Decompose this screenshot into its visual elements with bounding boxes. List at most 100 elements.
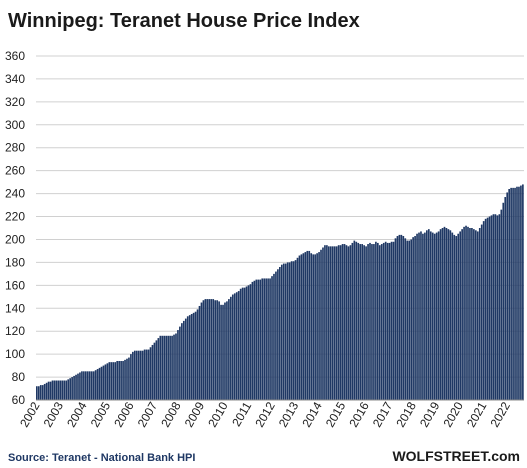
bar — [418, 232, 420, 400]
bar — [380, 244, 383, 400]
bar — [504, 197, 507, 400]
bar — [341, 244, 344, 400]
bar — [475, 230, 477, 400]
bar — [357, 242, 360, 400]
bar — [320, 249, 322, 400]
bar — [345, 245, 348, 400]
bar — [455, 236, 458, 400]
bar — [92, 371, 95, 400]
bar — [218, 301, 220, 400]
bar — [110, 362, 113, 400]
y-tick-label: 140 — [5, 301, 25, 315]
x-tick-label: 2021 — [464, 399, 490, 429]
bar — [108, 362, 111, 400]
bar — [247, 285, 250, 400]
bar — [463, 226, 465, 400]
bar — [282, 263, 285, 400]
bar — [476, 231, 479, 400]
bar — [294, 260, 297, 400]
bar — [492, 214, 495, 400]
bar — [235, 292, 238, 400]
bar — [271, 276, 273, 400]
bar — [208, 299, 211, 400]
bar — [288, 262, 291, 400]
bar — [120, 361, 122, 400]
bar — [190, 314, 193, 400]
bar — [318, 252, 320, 400]
bar — [333, 246, 336, 400]
bar — [214, 300, 217, 400]
bar — [351, 242, 354, 400]
bar — [396, 236, 399, 400]
bar — [139, 350, 142, 400]
bar — [335, 246, 338, 400]
bar — [388, 242, 391, 400]
bar — [478, 228, 481, 400]
bar — [390, 241, 393, 400]
y-tick-label: 220 — [5, 210, 25, 224]
bar — [75, 374, 77, 400]
x-tick-label: 2017 — [370, 399, 396, 429]
bar — [112, 362, 115, 400]
y-tick-label: 60 — [12, 393, 26, 407]
bar — [467, 226, 469, 400]
bar — [186, 316, 189, 400]
y-tick-label: 100 — [5, 347, 25, 361]
x-tick-label: 2018 — [393, 399, 419, 429]
x-tick-label: 2006 — [111, 399, 137, 429]
bar — [124, 359, 126, 400]
bar — [88, 371, 91, 400]
bar — [277, 269, 279, 400]
bar — [196, 309, 199, 400]
bar — [284, 263, 287, 400]
bar — [153, 342, 156, 400]
bar — [49, 381, 52, 400]
bar — [488, 216, 491, 400]
bar — [137, 350, 140, 400]
bar — [337, 245, 340, 400]
bar — [518, 186, 520, 400]
bar — [347, 246, 350, 400]
bar — [398, 234, 401, 400]
bar — [226, 301, 228, 400]
y-tick-label: 340 — [5, 72, 25, 86]
bar — [163, 335, 166, 400]
bar — [216, 300, 218, 400]
y-tick-label: 360 — [5, 49, 25, 63]
bar — [67, 379, 70, 400]
bar — [426, 230, 428, 400]
bar — [151, 344, 154, 400]
bar — [210, 299, 213, 400]
bar — [292, 261, 295, 400]
bars — [36, 184, 524, 400]
bar — [41, 385, 44, 400]
x-tick-label: 2008 — [158, 399, 184, 429]
bar — [47, 381, 50, 400]
bar — [402, 236, 405, 400]
bar — [265, 278, 267, 400]
bar — [386, 242, 389, 400]
bar — [267, 278, 269, 400]
bar — [412, 237, 414, 400]
x-tick-label: 2010 — [205, 399, 231, 429]
bar — [353, 240, 356, 400]
bar — [382, 242, 385, 400]
bar — [200, 302, 203, 400]
bar — [257, 279, 260, 400]
x-tick-label: 2015 — [323, 399, 349, 429]
bar — [53, 380, 56, 400]
x-tick-label: 2005 — [88, 399, 114, 429]
bar — [161, 335, 164, 400]
bar — [106, 363, 109, 400]
bar — [39, 385, 42, 400]
bar — [490, 215, 493, 400]
x-tick-label: 2009 — [182, 399, 208, 429]
bar — [394, 238, 397, 400]
bar — [365, 246, 367, 400]
x-axis-ticks: 2002200320042005200620072008200920102011… — [17, 399, 513, 429]
bar — [239, 288, 242, 400]
x-tick-label: 2003 — [41, 399, 67, 429]
bar — [429, 231, 432, 400]
bar — [369, 242, 371, 400]
y-axis-ticks: 60 80 100 120 140 160 180 200 220 240 260 280 300 320… — [5, 49, 25, 407]
